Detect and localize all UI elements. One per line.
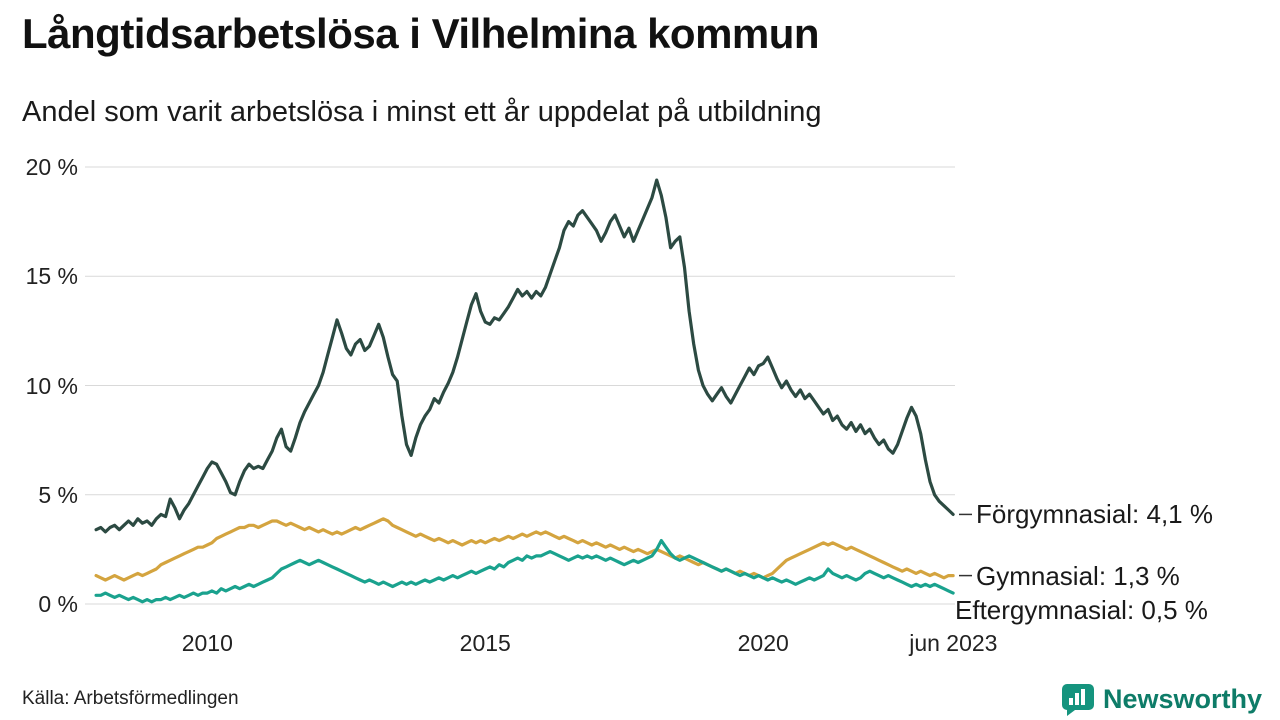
series-line-förgymnasial — [94, 178, 955, 534]
x-axis-tick-label: 2020 — [737, 630, 789, 656]
brand-logo: Newsworthy — [1061, 682, 1262, 716]
x-axis-tick-label: 2015 — [459, 630, 511, 656]
newsworthy-bar-chart-icon — [1061, 684, 1094, 716]
series-end-label-gymnasial: Gymnasial: 1,3 % — [976, 560, 1180, 591]
series-end-label-eftergymnasial: Eftergymnasial: 0,5 % — [955, 594, 1208, 625]
x-axis-tick-label: jun 2023 — [909, 630, 998, 656]
y-axis-tick-label: 15 % — [25, 263, 78, 290]
page-subtitle: Andel som varit arbetslösa i minst ett å… — [22, 96, 822, 128]
y-axis-tick-label: 0 % — [38, 591, 78, 617]
page-title: Långtidsarbetslösa i Vilhelmina kommun — [22, 10, 820, 57]
y-axis-tick-label: 10 % — [25, 372, 78, 399]
series-line-eftergymnasial — [94, 538, 955, 604]
y-axis-tick-label: 5 % — [38, 481, 78, 508]
series-line-gymnasial — [94, 517, 955, 582]
series-end-label-förgymnasial: Förgymnasial: 4,1 % — [976, 499, 1213, 530]
y-axis-tick-label: 20 % — [25, 154, 78, 180]
source-note: Källa: Arbetsförmedlingen — [22, 688, 239, 709]
x-axis-tick-label: 2010 — [181, 630, 233, 656]
brand-name: Newsworthy — [1102, 683, 1262, 714]
